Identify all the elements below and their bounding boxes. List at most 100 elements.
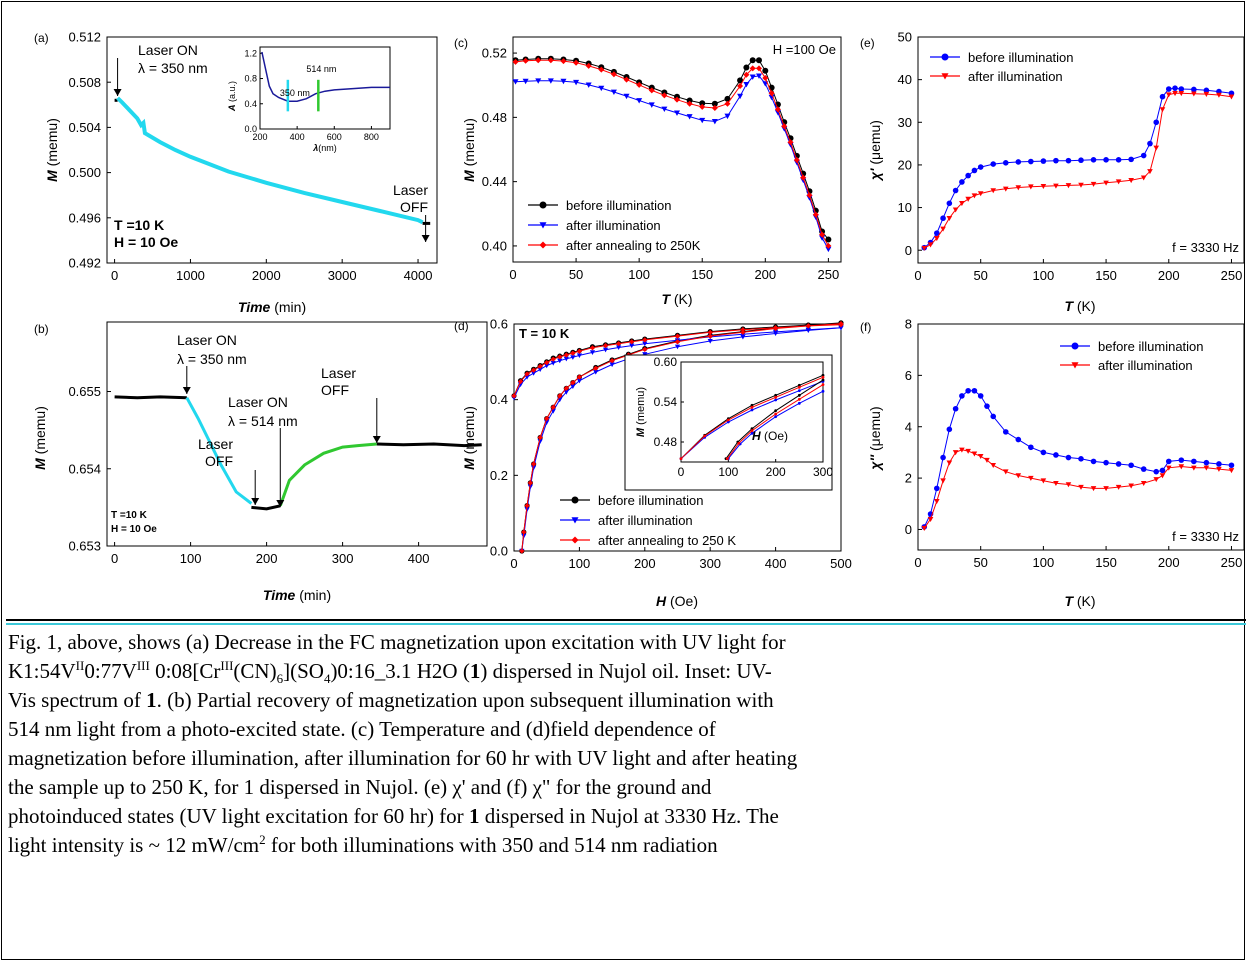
y-tick-label: 0.6 bbox=[490, 317, 508, 332]
data-point bbox=[642, 346, 648, 352]
data-point bbox=[1203, 91, 1210, 97]
data-point bbox=[946, 200, 953, 207]
data-point bbox=[1228, 468, 1235, 474]
data-point bbox=[1103, 157, 1109, 163]
data-point bbox=[965, 448, 971, 454]
series-line bbox=[923, 390, 1232, 528]
data-point bbox=[773, 325, 779, 332]
x-tick-label: 200 bbox=[1158, 268, 1180, 283]
data-point bbox=[707, 333, 713, 339]
data-point bbox=[539, 241, 547, 249]
data-point bbox=[522, 78, 529, 85]
data-point bbox=[544, 359, 550, 366]
data-point bbox=[743, 64, 750, 71]
x-tick-label: 0 bbox=[678, 465, 685, 479]
annotation-text: λ = 350 nm bbox=[177, 351, 247, 367]
annotation-arrowhead bbox=[421, 235, 430, 242]
data-point bbox=[934, 498, 940, 505]
data-point bbox=[610, 89, 617, 95]
x-tick-label: 200 bbox=[766, 465, 786, 479]
data-point bbox=[1078, 157, 1084, 164]
data-point bbox=[756, 65, 762, 72]
data-point bbox=[762, 74, 769, 81]
data-point bbox=[598, 66, 605, 73]
y-tick-label: 20 bbox=[898, 157, 912, 172]
data-point bbox=[940, 226, 946, 232]
x-tick-label: 150 bbox=[1095, 268, 1117, 283]
data-point bbox=[517, 378, 524, 385]
data-point bbox=[707, 338, 713, 344]
data-point bbox=[585, 82, 592, 88]
y-tick-label: 0.0 bbox=[244, 124, 257, 134]
data-point bbox=[686, 97, 693, 104]
x-axis-label: Time (min) bbox=[263, 587, 331, 603]
data-point bbox=[544, 415, 550, 422]
data-point bbox=[1216, 461, 1222, 467]
y-tick-label: 6 bbox=[905, 368, 912, 383]
series-line bbox=[185, 396, 253, 505]
data-point bbox=[1228, 462, 1235, 469]
data-point bbox=[629, 339, 635, 345]
x-tick-label: 400 bbox=[408, 551, 430, 566]
data-point bbox=[661, 106, 668, 112]
data-point bbox=[521, 529, 527, 535]
data-point bbox=[1147, 169, 1153, 175]
data-point bbox=[1115, 461, 1122, 467]
caption-line: 514 nm light from a photo-excited state.… bbox=[8, 717, 716, 741]
data-point bbox=[1178, 86, 1185, 92]
data-point bbox=[602, 342, 609, 349]
data-point bbox=[539, 222, 547, 229]
y-tick-label: 0.48 bbox=[654, 435, 678, 449]
data-point bbox=[1216, 466, 1222, 472]
data-point bbox=[819, 231, 826, 238]
inset-curve bbox=[725, 379, 824, 459]
data-point bbox=[576, 378, 582, 384]
data-point bbox=[774, 106, 781, 113]
data-point bbox=[934, 230, 940, 236]
plot-frame bbox=[512, 36, 842, 263]
y-tick-label: 0.40 bbox=[482, 238, 507, 253]
data-point bbox=[539, 201, 547, 209]
annotation-text: λ = 350 nm bbox=[138, 60, 208, 76]
x-tick-label: 100 bbox=[1033, 555, 1055, 570]
plot-frame bbox=[106, 321, 488, 547]
data-point bbox=[825, 242, 832, 249]
data-point bbox=[589, 345, 596, 351]
data-point bbox=[990, 413, 997, 420]
data-point bbox=[740, 329, 746, 335]
data-point bbox=[990, 161, 997, 167]
y-tick-label: 50 bbox=[898, 30, 912, 45]
data-point bbox=[726, 420, 730, 424]
data-point bbox=[946, 215, 953, 222]
y-tick-label: 0.500 bbox=[68, 165, 101, 180]
x-tick-label: 200 bbox=[1158, 555, 1180, 570]
data-point bbox=[927, 516, 934, 522]
plot-frame bbox=[513, 323, 842, 552]
x-tick-label: 50 bbox=[569, 267, 583, 282]
data-point bbox=[750, 427, 754, 431]
data-point bbox=[774, 412, 778, 416]
y-tick-label: 0.508 bbox=[68, 75, 101, 90]
data-point bbox=[1053, 183, 1059, 189]
data-point bbox=[977, 454, 984, 460]
annotation-arrowhead bbox=[251, 498, 260, 505]
data-point bbox=[570, 384, 576, 390]
data-point bbox=[535, 78, 542, 84]
data-point bbox=[711, 105, 718, 112]
data-point bbox=[1078, 456, 1084, 462]
y-tick-label: 2 bbox=[905, 471, 912, 486]
data-point bbox=[774, 398, 778, 402]
y-tick-label: 10 bbox=[898, 200, 912, 215]
panel-label: (a) bbox=[34, 31, 49, 45]
data-point bbox=[952, 207, 959, 213]
data-point bbox=[1053, 480, 1059, 487]
data-point bbox=[1140, 480, 1147, 487]
y-tick-label: 0.655 bbox=[68, 384, 101, 399]
data-point bbox=[774, 409, 778, 413]
data-point bbox=[740, 327, 746, 333]
data-point bbox=[977, 164, 984, 170]
figure-caption: Fig. 1, above, shows (a) Decrease in the… bbox=[8, 628, 1236, 860]
data-point bbox=[737, 93, 744, 100]
x-axis-label: H (Oe) bbox=[656, 593, 698, 609]
data-point bbox=[1128, 156, 1134, 163]
